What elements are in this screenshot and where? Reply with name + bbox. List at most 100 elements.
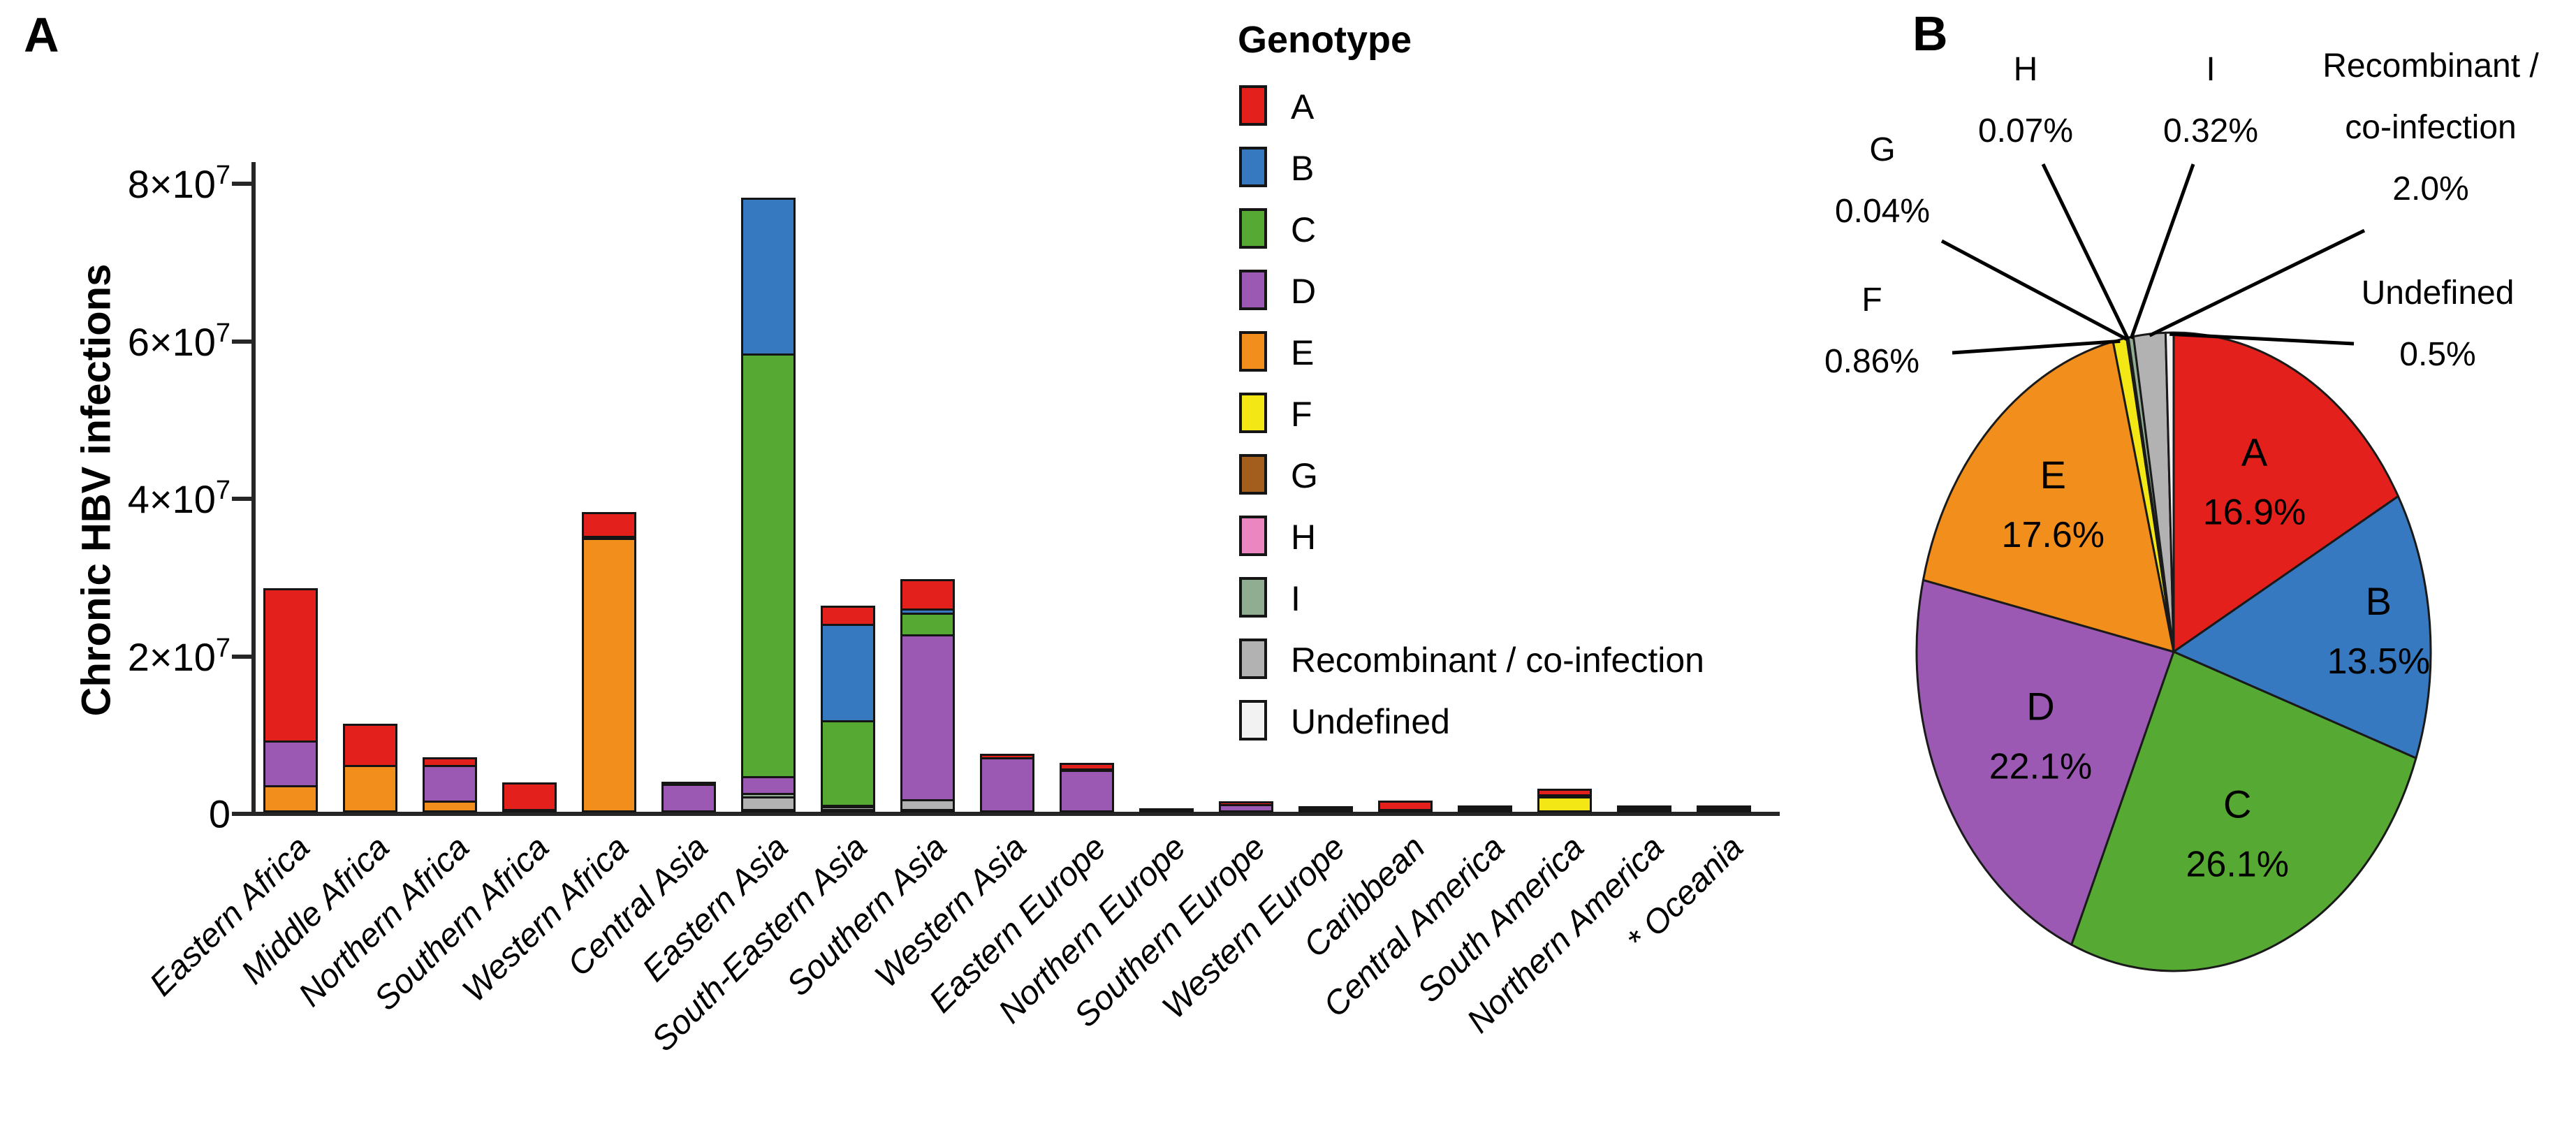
legend-item-f: F [1238,388,1412,450]
bar-segment-a [661,782,716,786]
legend-label: A [1291,87,1315,126]
bar-segment-b [741,198,796,356]
pie-slice-undefined [2164,331,2175,653]
bar-segment-a [343,724,397,767]
pie-callout-label: 0.07% [1978,112,2073,149]
legend-item-a: A [1238,81,1412,143]
legend-label: B [1291,149,1315,188]
y-axis-line [251,162,256,815]
y-tick-label: 0 [208,791,230,836]
legend-item-recombinant-co-infection: Recombinant / co-infection [1238,634,1704,696]
genotype-legend: Genotype A B C D E F G H I Recombinant / co-infec… [1238,18,1704,757]
pie-slice-b [2172,495,2432,759]
pie-slice-e [1922,340,2175,653]
y-tick-label: 4×107 [127,476,230,521]
bar-segment-a [263,588,318,743]
y-tick-label: 2×107 [127,633,230,679]
pie-callout-line [2169,332,2355,346]
legend-swatch-icon [1239,639,1267,679]
bar-segment-a [1697,805,1751,810]
y-tick-label: 6×107 [127,318,230,364]
legend-label: F [1291,395,1312,434]
legend-label: E [1291,333,1315,372]
legend-label: D [1291,272,1317,311]
pie-slice-pct-label: 22.1% [1989,746,2092,787]
pie-callout-label: 0.32% [2163,112,2258,149]
legend-items: A B C D E F G H I Recombinant / co-infection Undef… [1238,81,1704,757]
x-axis-line [236,812,1780,816]
bar-segment-d [661,784,716,812]
pie-slice-pct-label: 13.5% [2327,641,2430,682]
legend-swatch-icon [1239,700,1267,740]
bar-segment-a [1617,805,1671,810]
pie-callout-label: Recombinant / [2322,48,2539,85]
bar-segment-e [582,538,636,812]
pie-slice-name-label: B [2366,579,2392,623]
legend-item-undefined: Undefined [1238,696,1450,757]
legend-swatch-icon [1239,516,1267,556]
bar-segment-d [980,757,1034,812]
pie-callout-label: 2.0% [2392,170,2468,207]
bar-segment-d [741,776,796,795]
legend-item-i: I [1238,573,1412,634]
y-tick-label: 8×107 [127,161,230,206]
bar-segment-a [1139,808,1194,812]
legend-label: I [1291,579,1301,618]
legend-item-c: C [1238,204,1412,265]
legend-label: G [1291,456,1318,495]
bar-segment-a [1378,801,1433,811]
pie-callout-line [2041,163,2130,340]
y-tick-mark [232,654,253,659]
y-tick-mark [232,339,253,344]
legend-swatch-icon [1239,577,1267,618]
legend-swatch-icon [1239,270,1267,310]
bar-segment-a [900,579,955,611]
bar-segment-a [821,606,875,626]
legend-swatch-icon [1239,393,1267,433]
pie-callout-line [2129,163,2195,340]
legend-swatch-icon [1239,85,1267,126]
pie-callout-line [1940,239,2128,342]
legend-item-b: B [1238,143,1412,204]
bar-segment-d [423,765,477,803]
pie-slice-name-label: C [2223,782,2251,826]
pie-callout-label: F [1861,282,1882,319]
pie-slice-c [2070,650,2417,972]
legend-swatch-icon [1239,331,1267,372]
bar-segment-d [1060,770,1114,812]
legend-item-d: D [1238,265,1412,327]
legend-item-e: E [1238,327,1412,388]
legend-label: Undefined [1291,702,1450,741]
pie-slice-pct-label: 26.1% [2186,845,2288,885]
pie-callout-line [1952,339,2121,355]
bar-segment-a [1298,806,1353,810]
bar-segment-a [1219,801,1273,806]
bar-segment-a [1060,763,1114,771]
legend-swatch-icon [1239,454,1267,495]
pie-callout-label: 0.86% [1824,343,1919,380]
bar-segment-d [900,634,955,801]
panel-a-label: A [24,8,59,62]
pie-slice-name-label: A [2241,430,2268,474]
pie-slice-d [1915,578,2175,946]
pie-callout-label: Undefined [2362,275,2515,312]
pie-callout-label: 0.5% [2399,336,2475,373]
pie-callout-label: G [1869,131,1895,168]
pie-callout-line [2149,228,2366,337]
bar-segment-a [582,512,636,538]
pie-callout-label: 0.04% [1835,193,1930,230]
legend-label: Recombinant / co-infection [1291,641,1704,680]
pie-callout-label: co-infection [2345,109,2516,146]
bar-segment-b [821,624,875,722]
pie-slice-name-label: D [2026,684,2054,728]
y-tick-mark [232,497,253,501]
legend-title: Genotype [1238,19,1412,61]
pie-slice-name-label: E [2040,453,2066,497]
legend-label: H [1291,518,1317,557]
y-tick-mark [232,812,253,816]
legend-item-g: G [1238,450,1412,511]
bar-segment-e [343,765,397,812]
legend-swatch-icon [1239,147,1267,187]
panel-b-label: B [1912,6,1948,61]
